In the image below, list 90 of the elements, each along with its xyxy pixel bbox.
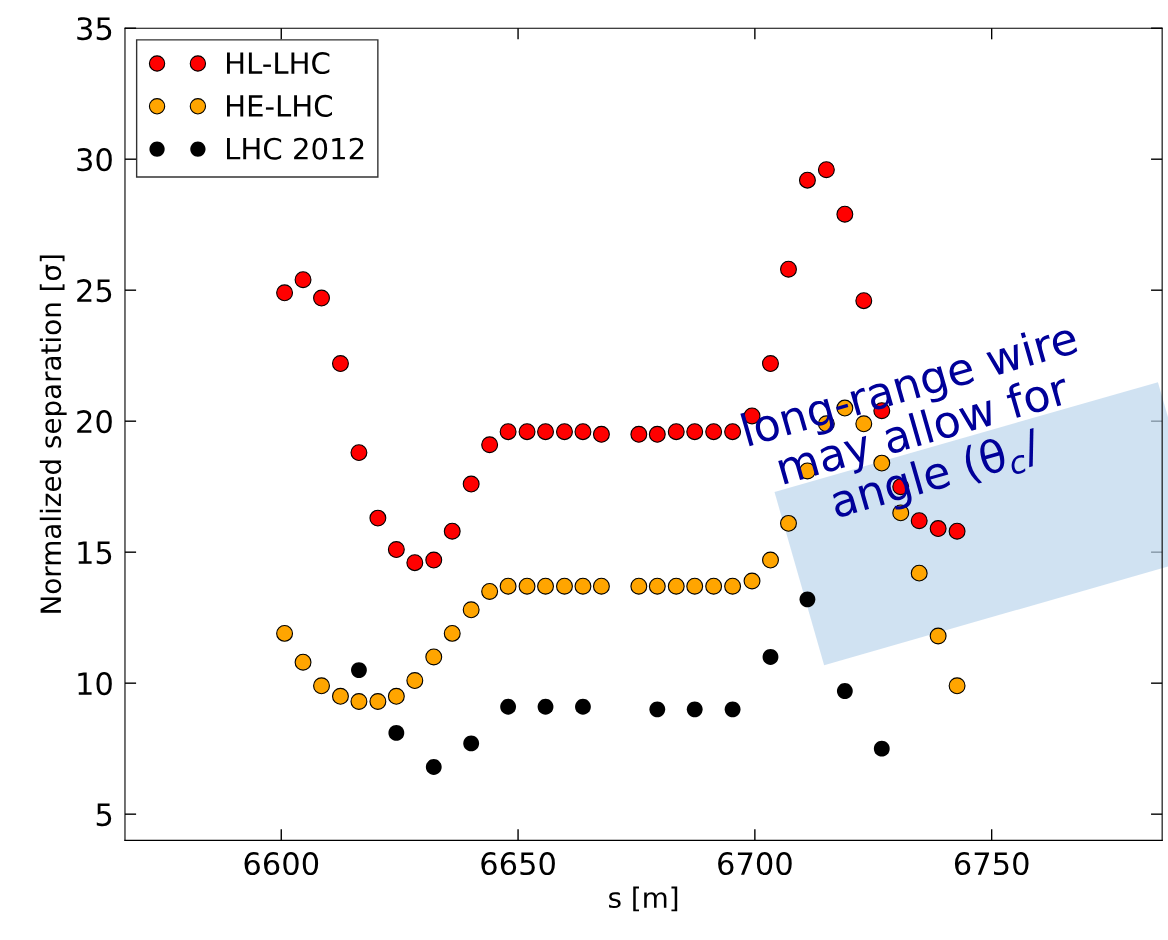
point [743,572,761,590]
x-tick-label: 6650 [481,852,555,876]
point [350,693,368,710]
point [910,564,928,582]
point [481,582,499,600]
point [313,289,330,307]
point [443,624,461,642]
point [462,475,480,493]
point [929,627,947,645]
point [929,520,947,538]
point [425,648,443,666]
point [537,423,555,441]
point [537,698,554,715]
legend-label: HL-LHC [227,52,330,75]
point [686,423,704,441]
point [648,425,666,443]
point [724,577,742,595]
point [276,624,294,642]
point [294,271,312,289]
legend-label: LHC 2012 [227,137,364,160]
point [686,701,703,718]
point [556,423,573,441]
y-tick-label: 5 [96,803,112,827]
point [762,649,779,665]
point [799,591,816,608]
point [388,725,405,741]
point [406,554,424,572]
point [276,284,294,302]
point [948,677,966,695]
point [705,423,723,441]
point [351,662,367,678]
point [686,577,704,595]
point [948,522,966,540]
point [667,423,685,441]
point [705,577,723,595]
legend-label: HE-LHC [227,94,332,117]
y-axis-title: Normalized separation [σ] [39,255,67,613]
point [518,423,536,441]
point [592,577,610,595]
point [331,687,349,705]
y-tick-label: 10 [78,672,112,696]
point [630,577,648,595]
point [556,577,573,595]
point [425,551,443,569]
y-tick-label: 35 [77,17,112,41]
y-tick-label: 15 [78,541,112,565]
y-tick-label: 25 [77,279,112,303]
point [537,577,555,595]
point [574,423,592,441]
point [443,522,461,540]
x-tick-label: 6600 [244,852,319,876]
point [313,677,330,695]
point [762,551,779,569]
y-tick-label: 20 [77,410,112,434]
point [574,577,592,595]
point [369,509,387,527]
x-tick-label: 6750 [954,852,1029,876]
point [780,260,797,278]
point [387,541,405,559]
point [817,161,835,179]
point [798,171,816,189]
point [649,701,666,718]
point [836,683,853,699]
point [350,444,368,462]
point [462,601,480,619]
point [630,425,648,443]
point [592,425,610,443]
x-axis-title: s [m] [609,886,678,912]
point [855,292,873,310]
point [387,687,405,705]
point [499,577,517,595]
point [463,735,480,752]
point [780,514,797,532]
point [331,355,349,373]
point [481,436,499,454]
point [667,577,685,595]
point [518,577,536,595]
point [648,577,666,595]
point [836,205,854,223]
point [724,701,741,718]
x-tick-label: 6700 [718,852,792,876]
point [873,740,890,757]
point [575,698,591,715]
point [369,693,387,710]
point [294,653,312,671]
point [406,672,424,690]
y-tick-label: 30 [77,148,112,172]
point [500,698,517,715]
point [499,423,517,441]
point [425,759,442,775]
